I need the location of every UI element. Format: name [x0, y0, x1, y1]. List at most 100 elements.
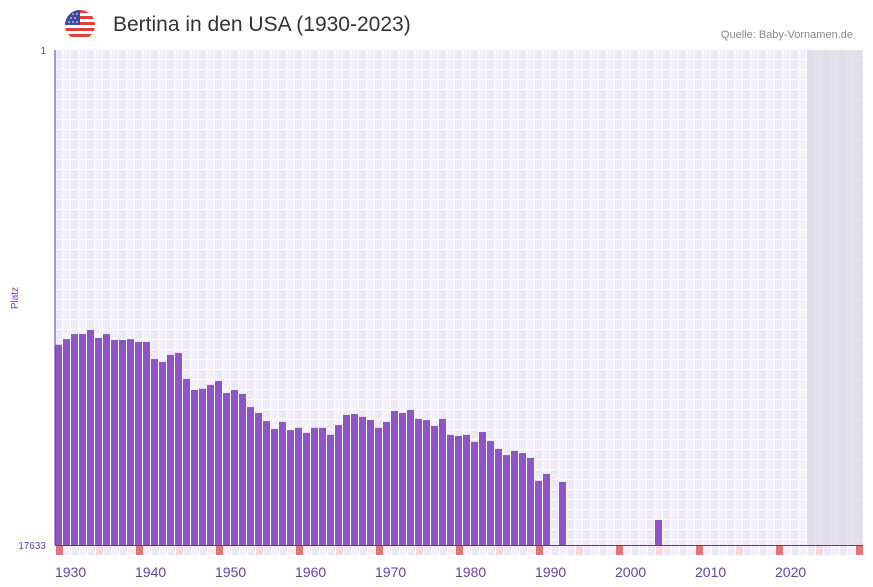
bar-1947[interactable] [191, 389, 198, 545]
bar-1970[interactable] [375, 427, 382, 545]
bar-1952[interactable] [231, 389, 238, 545]
bar-1945[interactable] [175, 352, 182, 545]
bar-1978[interactable] [439, 418, 446, 545]
bar-1963[interactable] [319, 427, 326, 545]
bar-1939[interactable] [127, 339, 134, 545]
bar-1946[interactable] [183, 378, 190, 545]
bar-1958[interactable] [279, 421, 286, 545]
bar-1944[interactable] [167, 354, 174, 545]
bar-1938[interactable] [119, 339, 126, 545]
bar-1936[interactable] [103, 334, 110, 545]
bar-1966[interactable] [343, 414, 350, 545]
bar-1977[interactable] [431, 425, 438, 545]
year-marker [264, 546, 271, 555]
bar-1950[interactable] [215, 380, 222, 545]
bar-1942[interactable] [151, 359, 158, 545]
bar-1979[interactable] [447, 434, 454, 545]
bar-2005[interactable] [655, 519, 662, 545]
year-marker [368, 546, 375, 555]
bar-1987[interactable] [511, 450, 518, 545]
year-marker [488, 546, 495, 555]
bar-1956[interactable] [263, 421, 270, 545]
bar-1990[interactable] [535, 480, 542, 545]
bar-1940[interactable] [135, 341, 142, 545]
decade-marker [216, 546, 223, 555]
bar-1948[interactable] [199, 388, 206, 545]
year-marker [480, 546, 487, 555]
bar-1960[interactable] [295, 427, 302, 545]
bar-1972[interactable] [391, 411, 398, 545]
year-marker [760, 546, 767, 555]
bar-1934[interactable] [87, 329, 94, 545]
bar-1989[interactable] [527, 457, 534, 545]
bar-1976[interactable] [423, 419, 430, 545]
bar-1935[interactable] [95, 338, 102, 545]
bar-1932[interactable] [71, 334, 78, 545]
bar-1951[interactable] [223, 393, 230, 545]
bar-1973[interactable] [399, 412, 406, 545]
bar-1982[interactable] [471, 441, 478, 545]
half-decade-marker [176, 546, 183, 555]
year-marker [600, 546, 607, 555]
half-decade-marker [496, 546, 503, 555]
year-marker [352, 546, 359, 555]
year-marker [392, 546, 399, 555]
bar-1993[interactable] [559, 482, 566, 545]
bar-1971[interactable] [383, 421, 390, 545]
year-marker [328, 546, 335, 555]
bar-1975[interactable] [415, 418, 422, 545]
bar-1953[interactable] [239, 393, 246, 545]
bar-1991[interactable] [543, 473, 550, 545]
year-marker [320, 546, 327, 555]
bar-1957[interactable] [271, 428, 278, 545]
bar-1967[interactable] [351, 414, 358, 545]
bar-1984[interactable] [487, 441, 494, 545]
bar-1949[interactable] [207, 384, 214, 545]
bar-1974[interactable] [407, 409, 414, 545]
bar-1985[interactable] [495, 448, 502, 545]
bar-1965[interactable] [335, 425, 342, 545]
year-marker [848, 546, 855, 555]
bar-1930[interactable] [55, 344, 62, 545]
bar-1964[interactable] [327, 434, 334, 545]
year-marker [432, 546, 439, 555]
bar-1962[interactable] [311, 427, 318, 545]
bar-1983[interactable] [479, 432, 486, 545]
bar-1968[interactable] [359, 416, 366, 545]
year-marker [168, 546, 175, 555]
year-marker [288, 546, 295, 555]
year-marker [360, 546, 367, 555]
bar-1943[interactable] [159, 361, 166, 545]
chart-title: Bertina in den USA (1930-2023) [113, 13, 411, 36]
year-marker [832, 546, 839, 555]
bar-1941[interactable] [143, 341, 150, 545]
bar-1959[interactable] [287, 430, 294, 545]
bar-1980[interactable] [455, 435, 462, 545]
year-marker [280, 546, 287, 555]
bar-1981[interactable] [463, 434, 470, 545]
year-markers [56, 546, 863, 555]
year-marker [648, 546, 655, 555]
year-marker [744, 546, 751, 555]
bar-1986[interactable] [503, 455, 510, 545]
decade-marker [536, 546, 543, 555]
year-marker [408, 546, 415, 555]
x-tick-labels: 1930 1940 1950 1960 1970 1980 1990 2000 2010 2020 [55, 564, 806, 580]
bar-1937[interactable] [111, 339, 118, 545]
bar-1954[interactable] [247, 407, 254, 545]
year-marker [560, 546, 567, 555]
bar-1961[interactable] [303, 432, 310, 545]
bar-1955[interactable] [255, 412, 262, 545]
year-marker [120, 546, 127, 555]
half-decade-marker [96, 546, 103, 555]
year-marker [72, 546, 79, 555]
bar-1931[interactable] [63, 339, 70, 545]
year-marker [568, 546, 575, 555]
bar-1933[interactable] [79, 334, 86, 545]
bar-1969[interactable] [367, 419, 374, 545]
bar-1988[interactable] [519, 453, 526, 545]
source-link[interactable]: Quelle: Baby-Vornamen.de [720, 29, 853, 41]
year-marker [400, 546, 407, 555]
year-marker [608, 546, 615, 555]
year-marker [640, 546, 647, 555]
